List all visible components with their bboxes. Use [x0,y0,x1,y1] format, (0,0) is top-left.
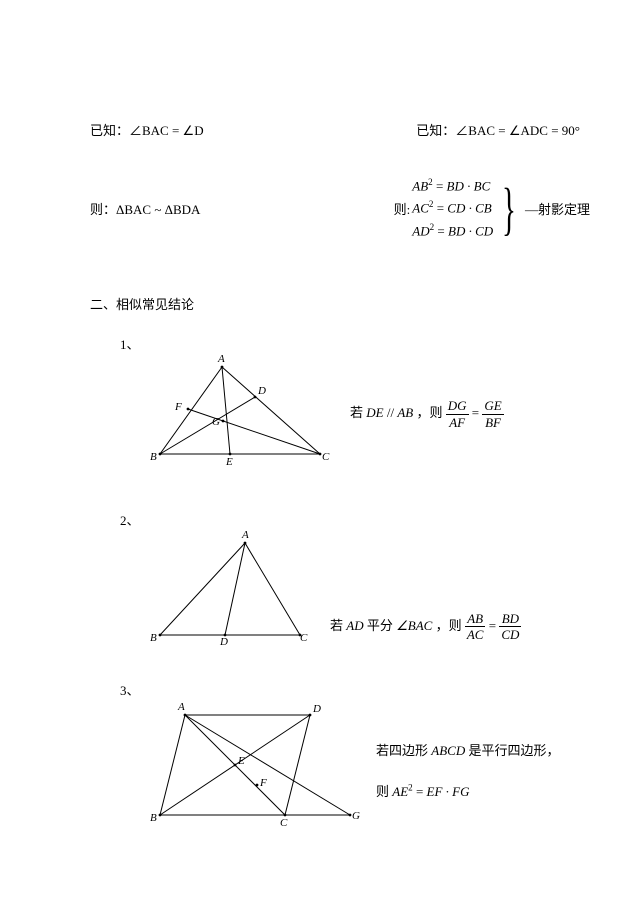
item-3-line1: 若四边形 ABCD 是平行四边形， [376,740,559,759]
projection-theorem-note: —射影定理 [525,199,590,218]
left-given: 已知：∠BAC = ∠D [90,120,204,139]
conclusions-row: 则：ΔBAC ~ ΔBDA 则: AB2 = BD · BC AC2 = CD … [90,175,590,242]
label-D: D [220,636,228,648]
label-B: B [150,632,157,644]
section-heading-text: 二、相似常见结论 [90,297,194,312]
label-F: F [260,777,267,789]
givens-row: 已知：∠BAC = ∠D 已知：∠BAC = ∠ADC = 90° [90,120,590,139]
item-3-text-block: 若四边形 ABCD 是平行四边形， 则 AE2 = EF · FG [376,740,559,800]
item-number: 2、 [120,510,590,529]
triangle-diagram-2 [150,535,310,645]
right-conclusion: 则: AB2 = BD · BC AC2 = CD · CB AD2 = BD … [394,175,590,242]
label-E: E [238,755,245,767]
conclusion-item-1: 1、 A B C D E F G [120,334,590,469]
label-A: A [218,353,225,365]
section-heading: 二、相似常见结论 [90,294,194,313]
label-G: G [212,416,220,428]
right-given-text: 已知：∠BAC = ∠ADC = 90° [416,123,580,138]
label-F: F [175,401,182,413]
label-D: D [258,385,266,397]
right-given: 已知：∠BAC = ∠ADC = 90° [416,120,580,139]
label-C: C [280,817,287,829]
diagram-3: A B C D E F G [150,705,360,835]
diagram-1: A B C D E F G [150,359,330,469]
label-C: C [322,451,329,463]
parallelogram-diagram [150,705,360,835]
conclusion-item-3: 3、 A B C D E [120,680,590,835]
label-G: G [352,810,360,822]
item-1-text: 若 DE // AB ，则 DGAF = GEBF [350,398,504,430]
label-C: C [300,632,307,644]
triangle-diagram-1 [150,359,330,469]
item-3-line2: 则 AE2 = EF · FG [376,781,559,800]
label-A: A [242,529,249,541]
item-2-text: 若 AD 平分 ∠BAC ，则 ABAC = BDCD [330,611,521,643]
diagram-2: A B C D [150,535,310,645]
left-then-text: 则：ΔBAC ~ ΔBDA [90,202,200,217]
label-A: A [178,701,185,713]
projection-equations: AB2 = BD · BC AC2 = CD · CB AD2 = BD · C… [412,175,493,242]
item-number: 3、 [120,680,590,699]
label-B: B [150,451,157,463]
label-B: B [150,812,157,824]
label-E: E [226,456,233,468]
label-D: D [313,703,321,715]
right-brace-icon: } [502,180,516,238]
right-then-label: 则: [394,199,411,218]
item-number: 1、 [120,334,590,353]
left-conclusion: 则：ΔBAC ~ ΔBDA [90,199,200,218]
left-given-text: 已知：∠BAC = ∠D [90,123,204,138]
conclusion-item-2: 2、 A B C D 若 AD 平分 ∠BAC ，则 ABAC = BDCD [120,510,590,645]
